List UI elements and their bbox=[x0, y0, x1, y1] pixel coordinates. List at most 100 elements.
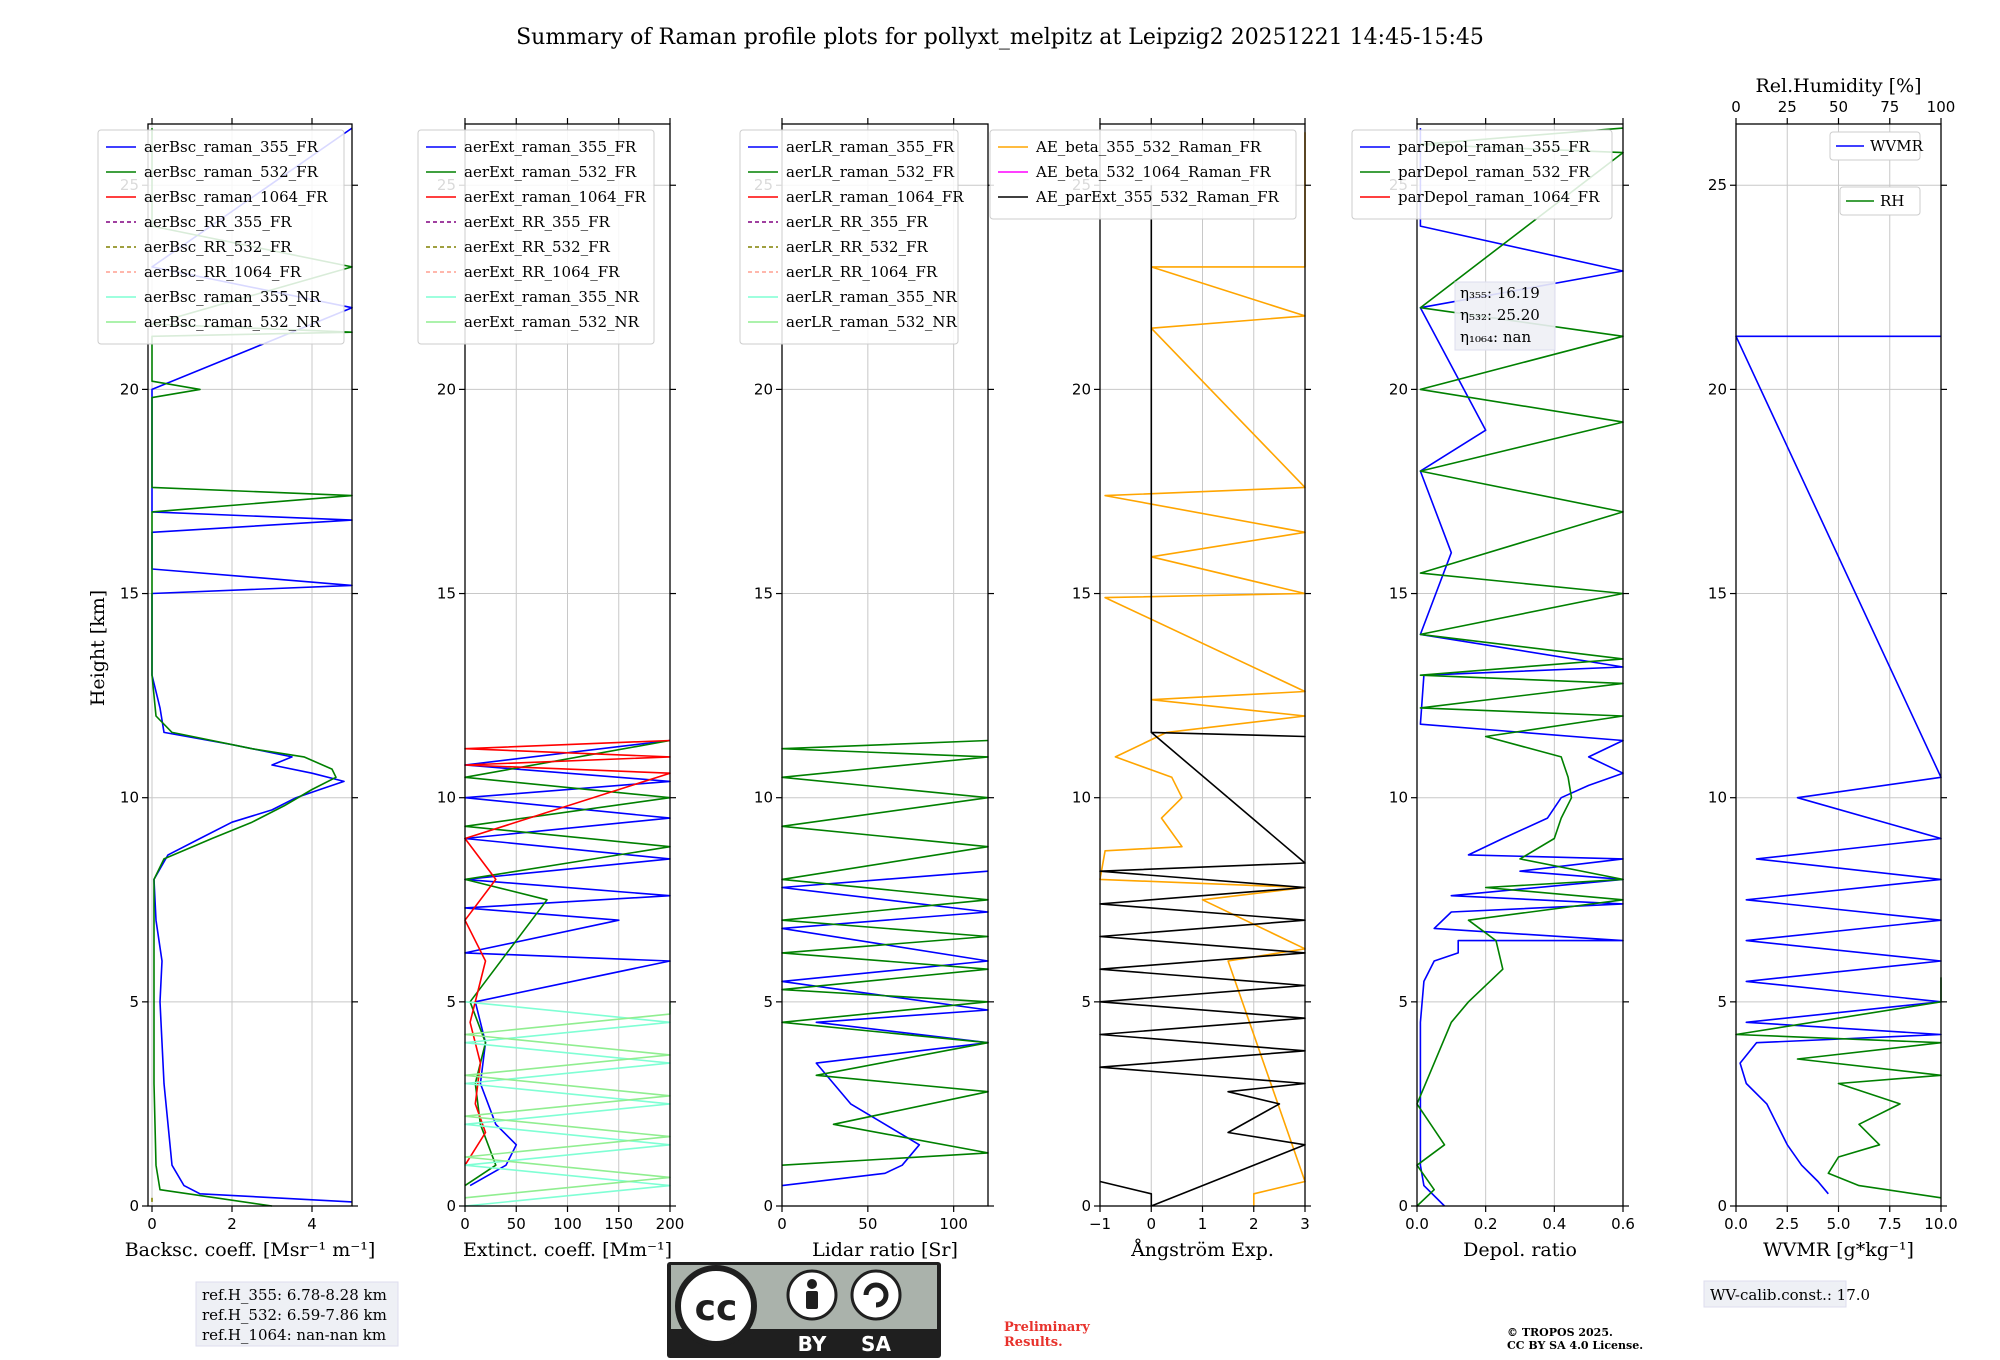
xtick-label-ext-3: 150 bbox=[604, 1215, 633, 1233]
top-xtick-label-1: 25 bbox=[1778, 98, 1797, 116]
ytick-label-lr-4: 20 bbox=[754, 380, 773, 398]
frame-lr bbox=[781, 123, 989, 1207]
legend-entry-bsc-5: aerBsc_RR_1064_FR bbox=[144, 263, 302, 281]
ytick-label-wv-1: 5 bbox=[1717, 993, 1727, 1011]
height-axis-label: Height [km] bbox=[87, 590, 109, 706]
top-xlabel-wv: Rel.Humidity [%] bbox=[1755, 75, 1921, 97]
top-xtick-label-2: 50 bbox=[1829, 98, 1848, 116]
license-line: CC BY SA 4.0 License. bbox=[1507, 1339, 1643, 1352]
legend-entry-bsc-1: aerBsc_raman_532_FR bbox=[144, 163, 319, 181]
copyright-line: © TROPOS 2025. bbox=[1507, 1326, 1613, 1339]
panel-ae: −101230510152025Ångström Exp.AE_beta_355… bbox=[989, 118, 1311, 1261]
eta-box: η₃₅₅: 16.19 η₅₃₂: 25.20 η₁₀₆₄: nan bbox=[1454, 281, 1556, 351]
sa-icon bbox=[850, 1269, 902, 1321]
frame-bsc bbox=[147, 123, 353, 1207]
legend-entry-ext-3: aerExt_RR_355_FR bbox=[464, 213, 611, 231]
legend-entry-lr-5: aerLR_RR_1064_FR bbox=[786, 263, 938, 281]
legend-box-wv-0 bbox=[1829, 131, 1921, 161]
panel-bsc: 0240510152025Backsc. coeff. [Msr⁻¹ m⁻¹]a… bbox=[97, 118, 375, 1261]
legend-box-depol bbox=[1351, 129, 1613, 220]
legend-box-wv-1 bbox=[1839, 186, 1921, 216]
legend-entry-ext-7: aerExt_raman_532_NR bbox=[464, 313, 640, 331]
by-person-head-icon bbox=[807, 1279, 817, 1289]
series-bsc-0 bbox=[151, 127, 353, 1203]
wv-calib-box: WV-calib.const.: 17.0 bbox=[1703, 1280, 1870, 1308]
cc-by-sa-logo: cc BY SA bbox=[667, 1262, 941, 1358]
ref-h-1064: ref.H_1064: nan-nan km bbox=[202, 1326, 386, 1344]
legend-entry-lr-6: aerLR_raman_355_NR bbox=[786, 288, 957, 306]
xtick-label-depol-2: 0.4 bbox=[1542, 1215, 1566, 1233]
series-wv-0 bbox=[1735, 335, 1942, 1195]
legend-entry-ext-0: aerExt_raman_355_FR bbox=[464, 138, 637, 156]
legend-entry-depol-1: parDepol_raman_532_FR bbox=[1398, 163, 1591, 181]
legend-entry-ae-2: AE_parExt_355_532_Raman_FR bbox=[1035, 188, 1280, 206]
ytick-label-ae-0: 0 bbox=[1081, 1197, 1091, 1215]
legend-entry-bsc-3: aerBsc_RR_355_FR bbox=[144, 213, 292, 231]
series-depol-0 bbox=[1419, 128, 1624, 1207]
ytick-label-bsc-0: 0 bbox=[129, 1197, 139, 1215]
xtick-label-ae-2: 1 bbox=[1198, 1215, 1208, 1233]
ytick-label-bsc-4: 20 bbox=[120, 380, 139, 398]
legend-box-ext bbox=[417, 129, 655, 345]
legend-box-lr bbox=[739, 129, 959, 345]
series-wv-1 bbox=[1735, 977, 1942, 1199]
ytick-label-lr-0: 0 bbox=[763, 1197, 773, 1215]
legend-entry-ae-0: AE_beta_355_532_Raman_FR bbox=[1035, 138, 1262, 156]
xlabel-depol: Depol. ratio bbox=[1463, 1239, 1577, 1261]
series-lr-1 bbox=[781, 739, 989, 1166]
ytick-label-bsc-1: 5 bbox=[129, 993, 139, 1011]
ytick-label-lr-2: 10 bbox=[754, 789, 773, 807]
eta-2: η₁₀₆₄: nan bbox=[1460, 328, 1531, 346]
xtick-label-bsc-0: 0 bbox=[147, 1215, 157, 1233]
xtick-label-ae-4: 3 bbox=[1300, 1215, 1310, 1233]
license-by-label: BY bbox=[798, 1332, 827, 1356]
legend-entry-lr-2: aerLR_raman_1064_FR bbox=[786, 188, 964, 206]
legend-entry-lr-0: aerLR_raman_355_FR bbox=[786, 138, 955, 156]
legend-entry-bsc-6: aerBsc_raman_355_NR bbox=[144, 288, 321, 306]
ytick-label-bsc-2: 10 bbox=[120, 789, 139, 807]
xtick-label-depol-1: 0.2 bbox=[1474, 1215, 1498, 1233]
legend-entry-depol-2: parDepol_raman_1064_FR bbox=[1398, 188, 1600, 206]
ytick-label-wv-3: 15 bbox=[1708, 585, 1727, 603]
ytick-label-ext-1: 5 bbox=[446, 993, 456, 1011]
series-depol-1 bbox=[1416, 127, 1624, 1207]
ytick-label-wv-0: 0 bbox=[1717, 1197, 1727, 1215]
xlabel-wv: WVMR [g*kg⁻¹] bbox=[1763, 1239, 1914, 1261]
cc-circle-icon bbox=[675, 1265, 757, 1347]
by-person-body-icon bbox=[806, 1291, 818, 1309]
ytick-label-wv-5: 25 bbox=[1708, 176, 1727, 194]
panel-lr: 0501000510152025Lidar ratio [Sr]aerLR_ra… bbox=[739, 118, 994, 1261]
xtick-label-depol-3: 0.6 bbox=[1611, 1215, 1635, 1233]
ytick-label-ext-2: 10 bbox=[437, 789, 456, 807]
legend-entry-lr-3: aerLR_RR_355_FR bbox=[786, 213, 928, 231]
legend-entry-bsc-0: aerBsc_raman_355_FR bbox=[144, 138, 319, 156]
legend-entry-wv-1: RH bbox=[1880, 192, 1904, 210]
wv-calib-label: WV-calib.const.: 17.0 bbox=[1710, 1286, 1870, 1304]
xtick-label-ae-1: 0 bbox=[1146, 1215, 1156, 1233]
ytick-label-ext-4: 20 bbox=[437, 380, 456, 398]
reference-height-bg bbox=[195, 1281, 399, 1347]
xtick-label-wv-0: 0.0 bbox=[1724, 1215, 1748, 1233]
xtick-label-ext-4: 200 bbox=[656, 1215, 685, 1233]
legend-entry-ext-5: aerExt_RR_1064_FR bbox=[464, 263, 620, 281]
sa-arrow-icon bbox=[863, 1282, 889, 1308]
xtick-label-wv-1: 2.5 bbox=[1775, 1215, 1799, 1233]
eta-bg bbox=[1454, 281, 1556, 351]
frame-depol bbox=[1416, 123, 1624, 1207]
legend-entry-ext-4: aerExt_RR_532_FR bbox=[464, 238, 611, 256]
ref-h-532: ref.H_532: 6.59-7.86 km bbox=[202, 1306, 387, 1324]
profile-panels: 0240510152025Backsc. coeff. [Msr⁻¹ m⁻¹]a… bbox=[97, 75, 1958, 1261]
ytick-label-wv-2: 10 bbox=[1708, 789, 1727, 807]
figure-title: Summary of Raman profile plots for polly… bbox=[516, 25, 1484, 50]
ytick-label-bsc-3: 15 bbox=[120, 585, 139, 603]
xlabel-ae: Ångström Exp. bbox=[1130, 1239, 1274, 1261]
ytick-label-ae-2: 10 bbox=[1072, 789, 1091, 807]
xtick-label-bsc-2: 4 bbox=[307, 1215, 317, 1233]
legend-entry-ext-2: aerExt_raman_1064_FR bbox=[464, 188, 646, 206]
top-xtick-label-0: 0 bbox=[1731, 98, 1741, 116]
ytick-label-depol-0: 0 bbox=[1398, 1197, 1408, 1215]
ytick-label-lr-3: 15 bbox=[754, 585, 773, 603]
legend-entry-bsc-7: aerBsc_raman_532_NR bbox=[144, 313, 321, 331]
series-ext-2 bbox=[464, 739, 671, 1166]
xtick-label-ext-2: 100 bbox=[553, 1215, 582, 1233]
